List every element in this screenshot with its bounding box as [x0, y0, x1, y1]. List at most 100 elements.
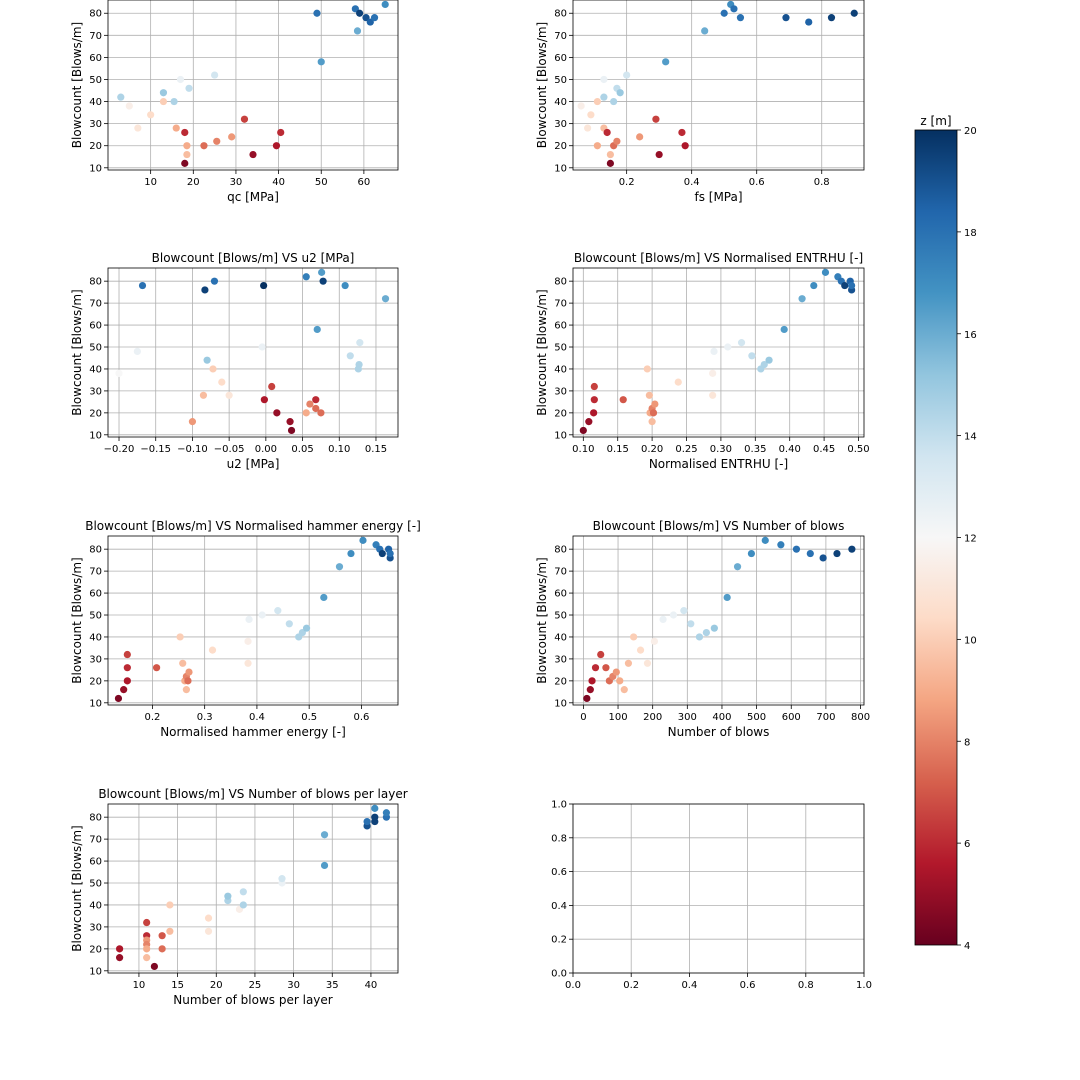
data-point	[302, 624, 311, 632]
x-tick-label: −0.10	[177, 444, 208, 455]
data-point	[624, 659, 633, 667]
y-tick-label: 50	[89, 611, 102, 622]
data-point	[158, 932, 166, 940]
x-tick-label: 400	[712, 712, 731, 723]
y-tick-label: 60	[554, 53, 567, 64]
data-point	[143, 918, 151, 927]
data-point	[709, 369, 717, 377]
y-tick-label: 70	[89, 31, 102, 42]
y-tick-label: 80	[89, 277, 102, 288]
data-point	[277, 128, 285, 137]
data-point	[765, 356, 773, 364]
x-tick-label: 0.6	[740, 980, 756, 991]
x-tick-label: 800	[851, 712, 870, 723]
x-tick-label: 0.0	[565, 980, 581, 991]
subplot-6: 0 100 200 300 400 500 600 700 800 10 20 30 40 50 60 70 8…	[535, 519, 870, 739]
data-point	[218, 378, 226, 386]
y-tick-label: 40	[89, 97, 102, 108]
data-point	[272, 142, 281, 150]
x-tick-label: 300	[678, 712, 697, 723]
axes-frame	[107, 267, 399, 438]
data-point	[619, 396, 627, 404]
data-point	[224, 892, 232, 900]
subplot-title: Blowcount [Blows/m] VS Normalised ENTRHU…	[574, 251, 863, 265]
data-point	[623, 71, 631, 79]
y-tick-label: 0.4	[551, 901, 567, 912]
data-point	[114, 694, 123, 703]
data-point	[371, 813, 379, 821]
data-point	[810, 281, 818, 290]
x-tick-label: 600	[782, 712, 801, 723]
x-tick-label: 0.20	[641, 444, 663, 455]
data-point	[586, 686, 594, 694]
data-point	[278, 875, 286, 883]
data-point	[600, 93, 608, 101]
data-point	[185, 84, 193, 92]
y-tick-label: 0.0	[551, 969, 567, 980]
y-tick-label: 10	[89, 163, 102, 174]
data-point	[158, 945, 166, 953]
x-tick-label: 40	[365, 980, 378, 991]
data-point	[593, 97, 601, 106]
subplot-title: Blowcount [Blows/m] VS Number of blows p…	[98, 787, 407, 801]
y-tick-label: 10	[554, 163, 567, 174]
x-axis-label: Normalised ENTRHU [-]	[649, 457, 788, 471]
subplot-grid: 10 20 30 40 50 60 10 20 30 40 50 60 70 80 qc [MPa] Blow…	[70, 0, 872, 1007]
data-point	[841, 281, 849, 290]
data-point	[827, 14, 836, 22]
data-point	[616, 89, 624, 97]
data-point	[147, 111, 155, 119]
data-point	[302, 273, 310, 281]
axes-frame	[572, 267, 865, 438]
data-point	[355, 360, 363, 369]
data-point	[188, 418, 197, 426]
x-tick-label: −0.15	[140, 444, 171, 455]
data-point	[370, 14, 379, 22]
data-point	[371, 804, 379, 812]
data-point	[125, 102, 133, 110]
data-point	[620, 686, 628, 694]
y-tick-label: 30	[554, 119, 567, 130]
y-axis-label: Blowcount [Blows/m]	[70, 289, 84, 415]
y-tick-label: 80	[554, 545, 567, 556]
axes-frame	[572, 0, 865, 171]
data-point	[346, 352, 354, 360]
data-point	[353, 27, 362, 35]
data-point	[211, 71, 219, 79]
subplot-title: Blowcount [Blows/m] VS Number of blows	[593, 519, 845, 533]
data-point	[245, 615, 253, 624]
data-point	[730, 5, 738, 13]
data-point	[273, 409, 281, 417]
y-tick-label: 70	[89, 299, 102, 310]
colorbar-tick-label: 10	[964, 635, 977, 646]
data-point	[606, 159, 614, 167]
data-point	[181, 128, 189, 137]
data-point	[736, 14, 745, 22]
x-tick-label: 0.05	[291, 444, 313, 455]
y-tick-label: 10	[554, 698, 567, 709]
data-point	[239, 888, 247, 896]
data-point	[274, 607, 282, 615]
data-point	[159, 89, 168, 97]
data-point	[116, 945, 124, 953]
x-tick-label: 0.6	[749, 177, 765, 188]
data-point	[603, 128, 611, 137]
data-point	[150, 962, 158, 971]
data-point	[652, 115, 660, 123]
y-tick-label: 0.8	[551, 833, 567, 844]
data-point	[239, 901, 247, 909]
data-point	[710, 624, 718, 632]
y-tick-label: 50	[554, 343, 567, 354]
data-point	[674, 378, 682, 386]
data-point	[244, 637, 252, 645]
y-axis-label: Blowcount [Blows/m]	[70, 22, 84, 148]
x-tick-label: 30	[287, 980, 300, 991]
x-tick-label: 500	[747, 712, 766, 723]
x-tick-label: 0.6	[353, 712, 369, 723]
data-point	[359, 536, 367, 544]
x-tick-label: 0.10	[572, 444, 594, 455]
data-point	[760, 360, 768, 369]
data-point	[320, 861, 329, 870]
data-point	[645, 391, 653, 399]
data-point	[720, 9, 728, 17]
